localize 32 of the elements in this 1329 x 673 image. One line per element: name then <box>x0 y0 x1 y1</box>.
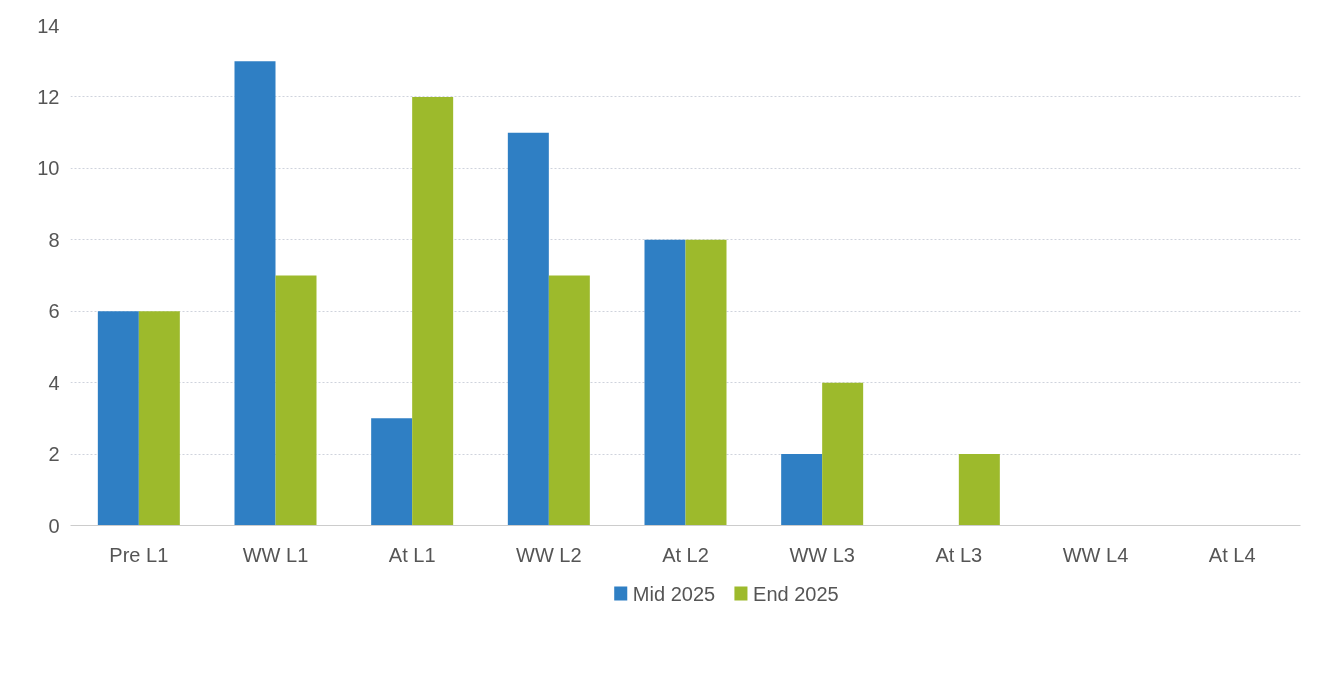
y-tick-label: 10 <box>37 157 60 180</box>
y-tick-label: 6 <box>48 300 60 323</box>
x-tick-label: WW L3 <box>789 543 855 566</box>
bar <box>138 311 180 526</box>
bar <box>685 239 727 526</box>
x-tick-label: At L1 <box>388 543 436 566</box>
bar <box>371 418 413 526</box>
bar <box>644 239 686 526</box>
y-tick-label: 14 <box>37 14 60 37</box>
x-tick-label: At L2 <box>662 543 709 566</box>
y-tick-label: 12 <box>37 85 60 108</box>
y-tick-label: 4 <box>48 371 60 394</box>
y-tick-label: 2 <box>48 443 60 466</box>
y-tick-label: 0 <box>48 514 60 537</box>
bar <box>234 61 276 526</box>
x-tick-label: At L3 <box>935 543 983 566</box>
bar <box>275 275 317 526</box>
bar <box>548 275 590 526</box>
x-tick-label: At L4 <box>1208 543 1256 566</box>
bar <box>412 96 454 526</box>
x-tick-label: WW L4 <box>1062 543 1129 566</box>
x-tick-label: WW L1 <box>242 543 309 566</box>
bar <box>507 132 549 526</box>
bar <box>958 454 1000 526</box>
bar <box>781 454 823 526</box>
bar <box>822 382 864 526</box>
x-tick-label: WW L2 <box>516 543 582 566</box>
legend-label: End 2025 <box>753 582 839 605</box>
bar <box>97 311 139 526</box>
legend-label: Mid 2025 <box>632 582 716 605</box>
x-tick-label: Pre L1 <box>109 543 169 566</box>
y-tick-label: 8 <box>48 228 60 251</box>
